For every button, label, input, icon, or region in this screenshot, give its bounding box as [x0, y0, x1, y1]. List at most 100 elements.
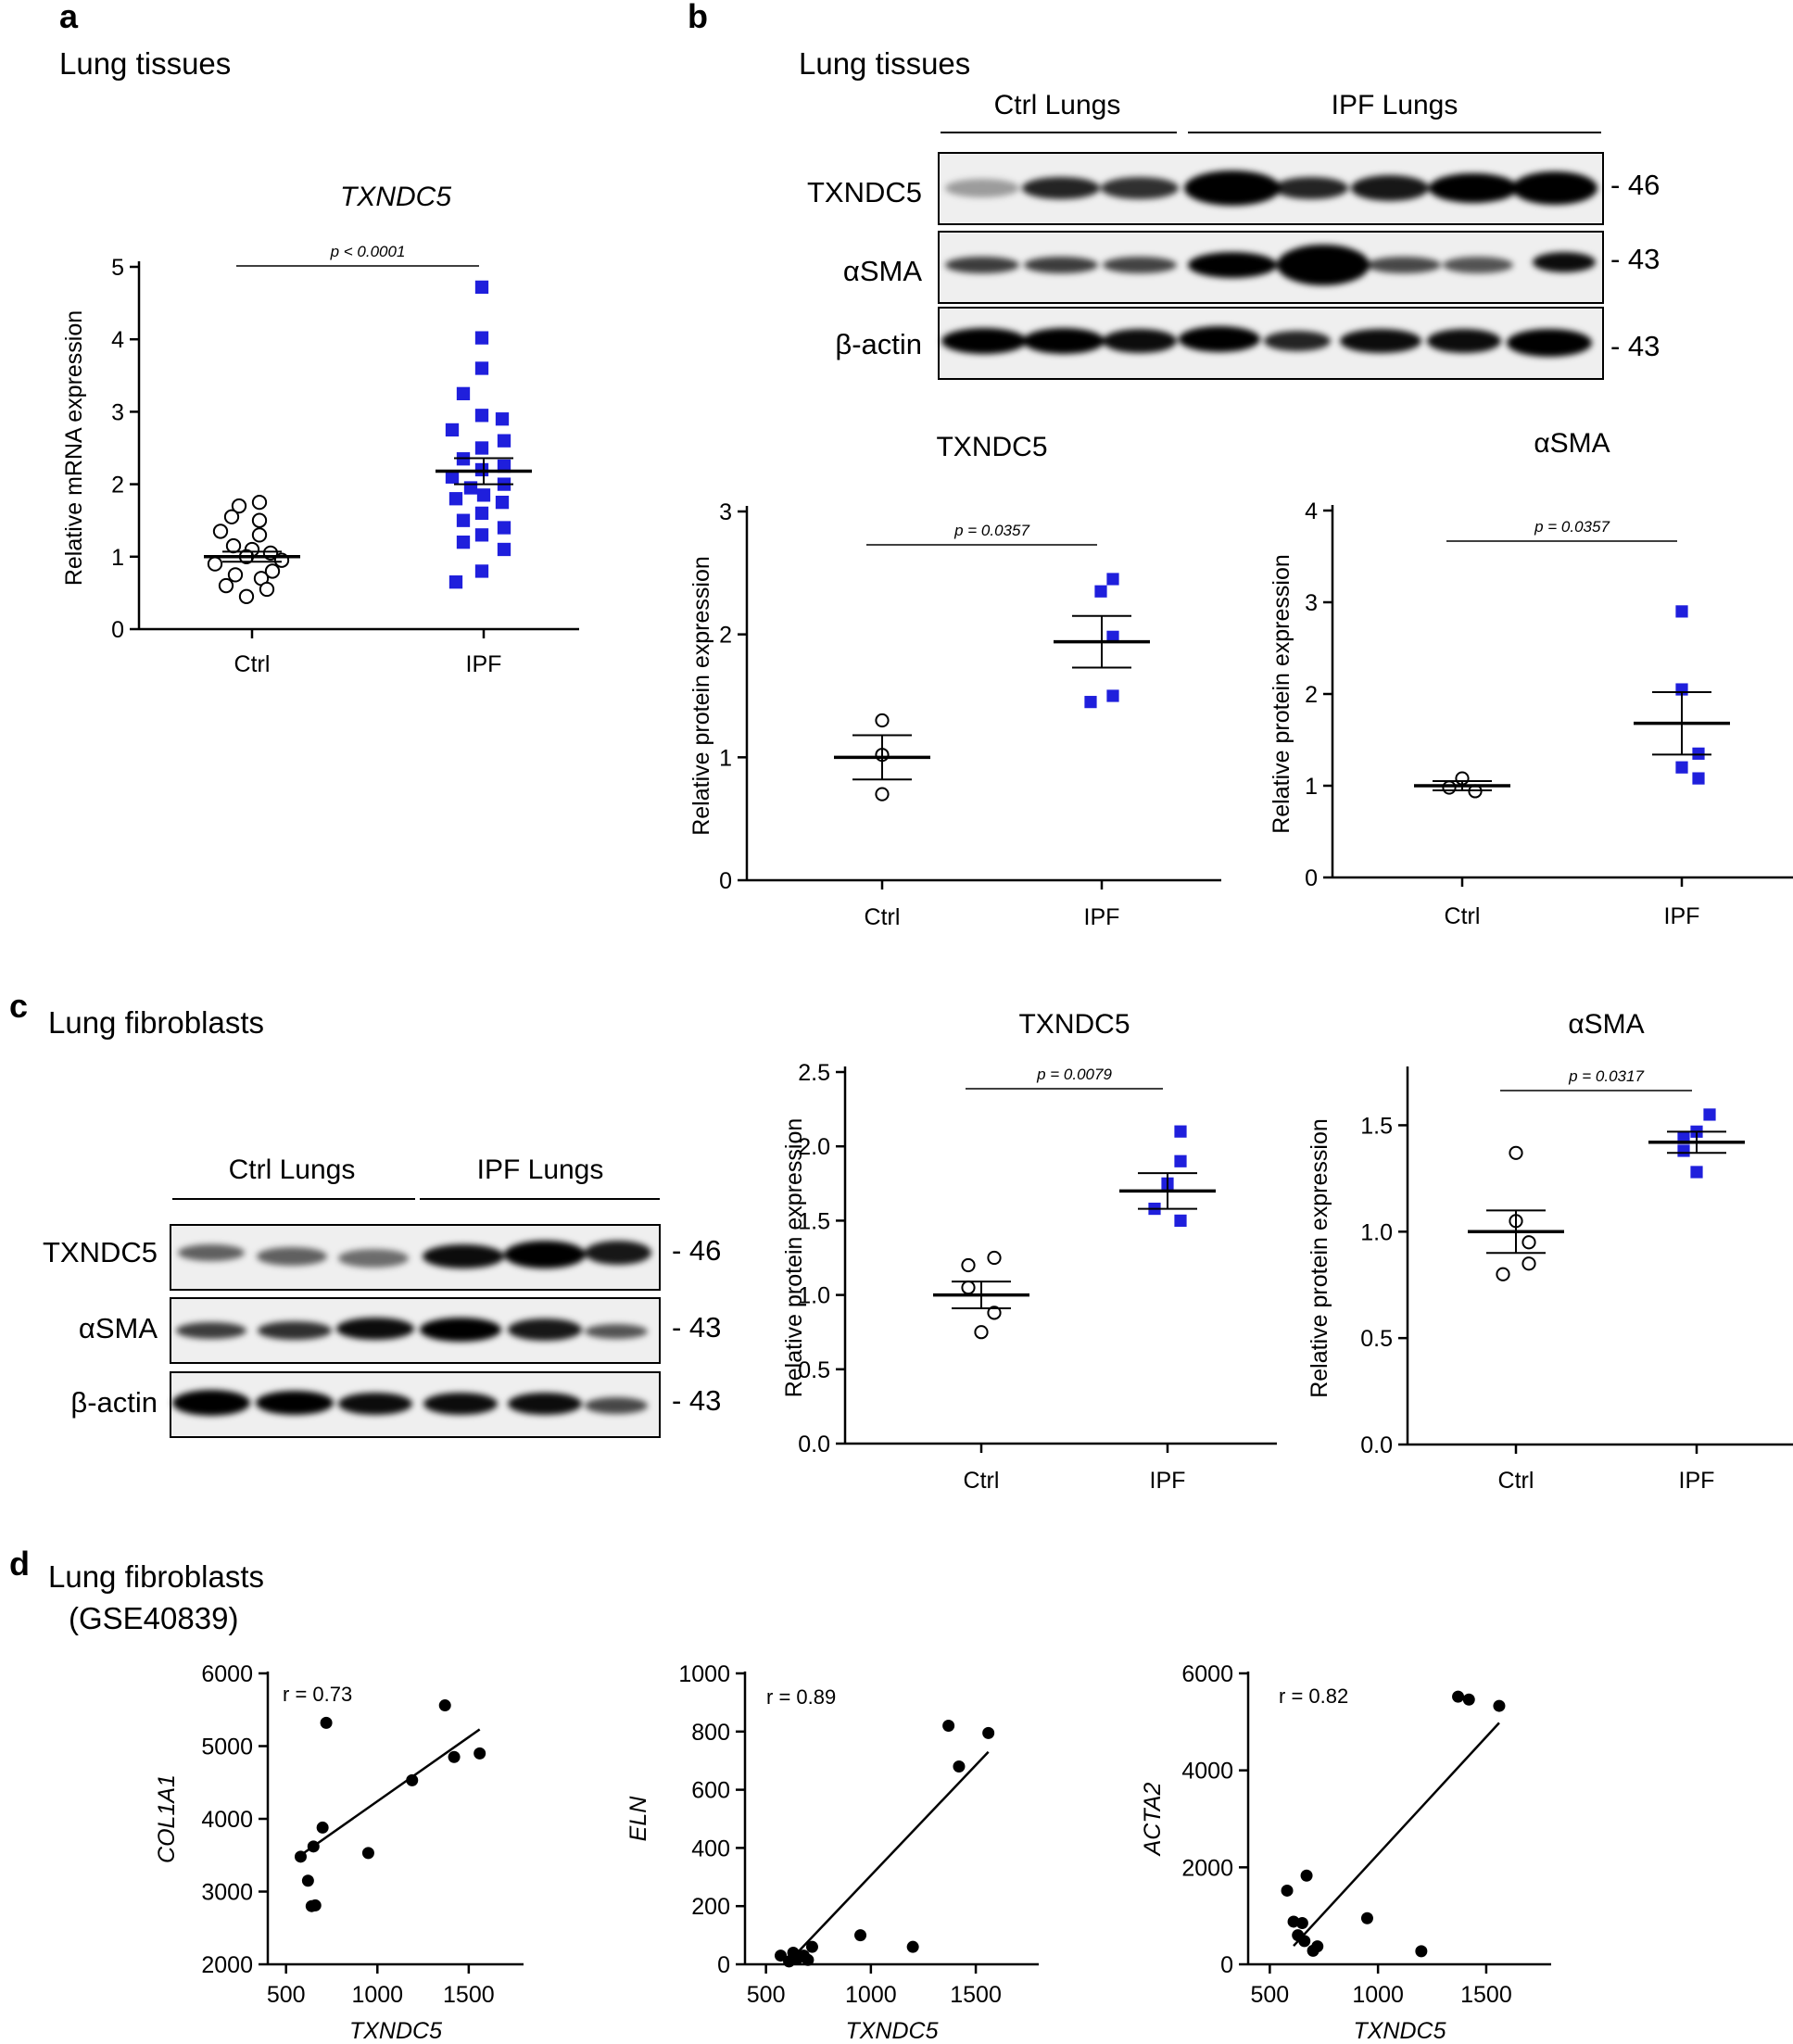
x-tick-label: IPF [1084, 904, 1120, 930]
data-point [1311, 1940, 1324, 1953]
blot-band [1103, 329, 1177, 353]
data-point [301, 1874, 314, 1887]
x-tick-label: IPF [466, 651, 502, 677]
data-point [942, 1720, 955, 1733]
y-tick-label: 1.5 [798, 1208, 830, 1234]
blot-band [1024, 257, 1098, 273]
blot-band [508, 1319, 582, 1341]
blot-c-row-label-bactin: β-actin [70, 1386, 158, 1419]
correlation-r-label: r = 0.82 [1279, 1684, 1348, 1708]
p-value-label: p = 0.0317 [1568, 1067, 1644, 1085]
chart-b-asma-protein: 0 1 2 3 4 Ctrl IPF αSMA Relative protein express… [1269, 428, 1793, 929]
x-tick-label: IPF [1150, 1468, 1186, 1494]
blot-band [178, 1244, 245, 1261]
x-axis-label: TXNDC5 [349, 2018, 442, 2044]
blot-band [508, 1393, 582, 1415]
panel-label-c: c [9, 987, 28, 1025]
ctrl-data-point [1496, 1267, 1510, 1281]
y-tick-label: 0.0 [798, 1432, 830, 1457]
data-point [854, 1929, 867, 1942]
data-point [982, 1726, 995, 1739]
ipf-data-point [1106, 689, 1119, 702]
y-tick-label: 3 [719, 499, 732, 525]
blot-c-row-label-asma: αSMA [79, 1312, 158, 1344]
blot-band [338, 1249, 409, 1268]
blot-band [257, 1247, 327, 1266]
ipf-data-point [1174, 1214, 1187, 1227]
panel-c-header: Lung fibroblasts [48, 1005, 264, 1040]
ipf-data-point [448, 575, 463, 589]
data-point [361, 1847, 374, 1860]
x-axis-label: TXNDC5 [1353, 2018, 1446, 2044]
ipf-data-point [1677, 1144, 1690, 1157]
y-axis-label: Relative protein expression [781, 1118, 807, 1398]
x-tick-label: 1500 [950, 1982, 1002, 2008]
y-tick-label: 2000 [1181, 1855, 1233, 1881]
blot-c-group-ipf: IPF Lungs [477, 1154, 604, 1185]
data-point [953, 1760, 966, 1773]
chart-c-txndc5-protein: 0.0 0.5 1.0 1.5 2.0 2.5 Ctrl IPF TXNDC5 Relative … [781, 1009, 1277, 1494]
x-tick-label: 500 [1250, 1982, 1289, 2008]
data-point [1415, 1945, 1428, 1958]
blot-b-kda-txndc5: - 46 [1610, 169, 1660, 201]
ipf-data-point [474, 361, 489, 375]
y-tick-label: 0 [1220, 1952, 1233, 1978]
blot-band [1512, 171, 1597, 205]
x-axis-label: TXNDC5 [845, 2018, 938, 2044]
ctrl-data-point [1522, 1235, 1536, 1250]
ipf-data-point [497, 521, 511, 535]
x-tick-label: 1000 [1352, 1982, 1404, 2008]
x-tick-label: 1000 [351, 1982, 403, 2008]
y-tick-label: 1.0 [798, 1283, 830, 1309]
blot-b-row-label-asma: αSMA [843, 255, 922, 287]
ipf-data-point [445, 470, 460, 484]
data-point [1452, 1690, 1465, 1703]
ctrl-data-point [251, 512, 268, 528]
x-tick-label: 1500 [1460, 1982, 1512, 2008]
ipf-data-point [474, 441, 489, 455]
blot-c-kda-bactin: - 43 [672, 1384, 721, 1417]
data-point [309, 1899, 322, 1912]
data-point [805, 1940, 818, 1953]
y-tick-label: 1.0 [1360, 1219, 1393, 1245]
ctrl-data-point [223, 509, 240, 524]
ctrl-data-point [227, 567, 244, 583]
data-point [1462, 1693, 1475, 1706]
y-tick-label: 2.0 [798, 1134, 830, 1160]
y-tick-label: 0 [111, 617, 124, 643]
blot-band [423, 1393, 498, 1415]
regression-line [299, 1728, 481, 1857]
blot-band [585, 1397, 648, 1414]
regression-line [788, 1750, 990, 1962]
data-point [438, 1699, 451, 1712]
blot-band [338, 1393, 412, 1415]
ipf-data-point [456, 386, 471, 400]
ipf-data-point [1703, 1108, 1716, 1121]
y-tick-label: 1 [1305, 774, 1318, 800]
y-axis-label: Relative protein expression [1269, 554, 1294, 834]
ctrl-data-point [974, 1325, 989, 1340]
ipf-data-point [474, 409, 489, 423]
y-tick-label: 0 [717, 1952, 730, 1978]
y-tick-label: 800 [691, 1720, 730, 1746]
x-tick-label: Ctrl [1498, 1468, 1534, 1494]
correlation-r-label: r = 0.89 [766, 1685, 836, 1709]
ctrl-data-point [251, 527, 268, 543]
data-point [406, 1773, 419, 1786]
y-tick-label: 0.5 [1360, 1326, 1393, 1352]
p-value-label: p < 0.0001 [330, 243, 406, 260]
ctrl-data-point [1522, 1256, 1536, 1271]
ipf-data-point [497, 542, 511, 557]
ipf-data-point [445, 423, 460, 437]
ctrl-data-point [1509, 1145, 1523, 1160]
x-tick-label: 1500 [443, 1982, 495, 2008]
blot-c-group-ctrl: Ctrl Lungs [229, 1154, 356, 1185]
y-tick-label: 1 [111, 545, 124, 571]
panel-a-header: Lung tissues [59, 46, 231, 81]
blot-b-row-label-txndc5: TXNDC5 [807, 176, 922, 208]
ctrl-data-point [875, 713, 890, 728]
ctrl-data-point [238, 588, 255, 604]
regression-line [1293, 1722, 1500, 1947]
blot-band [585, 1324, 648, 1339]
blot-band [1022, 177, 1100, 199]
